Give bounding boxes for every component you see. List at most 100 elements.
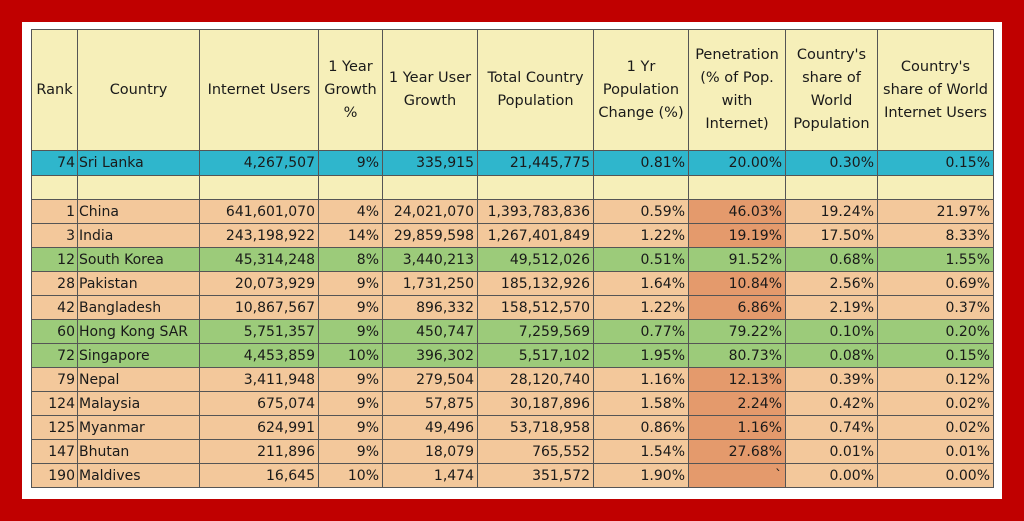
cell-world-pop-share: 2.56% [785, 271, 878, 296]
header-penetration: Penetration (% of Pop. with Internet) [688, 29, 786, 151]
table-frame: Rank Country Internet Users 1 Year Growt… [22, 22, 1002, 499]
blank-cell [318, 175, 383, 200]
cell-country: Bangladesh [77, 295, 200, 320]
cell-penetration: 2.24% [688, 391, 786, 416]
cell-penetration: 1.16% [688, 415, 786, 440]
cell-country: Singapore [77, 343, 200, 368]
cell-country: India [77, 223, 200, 248]
cell-country: South Korea [77, 247, 200, 272]
cell-country: Pakistan [77, 271, 200, 296]
cell-pop-change: 0.51% [593, 247, 689, 272]
cell-growth-pct: 9% [318, 439, 383, 464]
blank-cell [77, 175, 200, 200]
cell-pop-change: 1.16% [593, 367, 689, 392]
cell-world-users-share: 0.37% [877, 295, 994, 320]
cell-growth-pct: 8% [318, 247, 383, 272]
header-world-users-share: Country's share of World Internet Users [877, 29, 994, 151]
cell-user-growth: 396,302 [382, 343, 478, 368]
cell-pop-change: 0.86% [593, 415, 689, 440]
cell-internet-users: 10,867,567 [199, 295, 319, 320]
cell-world-users-share: 0.01% [877, 439, 994, 464]
cell-rank: 60 [31, 319, 78, 344]
highlight-row-sri-lanka: 74 Sri Lanka 4,267,507 9% 335,915 21,445… [31, 150, 994, 176]
cell-penetration: 10.84% [688, 271, 786, 296]
cell-rank: 147 [31, 439, 78, 464]
table-row: 72 Singapore 4,453,859 10% 396,302 5,517,102 1… [31, 343, 994, 368]
header-row: Rank Country Internet Users 1 Year Growt… [31, 29, 994, 151]
cell-growth-pct: 10% [318, 463, 383, 488]
cell-world-users-share: 0.20% [877, 319, 994, 344]
blank-cell [382, 175, 478, 200]
cell-pop-change: 1.58% [593, 391, 689, 416]
cell-population: 158,512,570 [477, 295, 594, 320]
cell-penetration: 20.00% [688, 150, 786, 176]
cell-user-growth: 3,440,213 [382, 247, 478, 272]
cell-growth-pct: 9% [318, 391, 383, 416]
cell-user-growth: 18,079 [382, 439, 478, 464]
cell-population: 30,187,896 [477, 391, 594, 416]
cell-rank: 3 [31, 223, 78, 248]
cell-rank: 42 [31, 295, 78, 320]
table-row: 124 Malaysia 675,074 9% 57,875 30,187,896 1.58… [31, 391, 994, 416]
cell-world-pop-share: 17.50% [785, 223, 878, 248]
blank-cell [199, 175, 319, 200]
cell-internet-users: 4,453,859 [199, 343, 319, 368]
cell-world-users-share: 0.00% [877, 463, 994, 488]
table-row: 42 Bangladesh 10,867,567 9% 896,332 158,512,5… [31, 295, 994, 320]
cell-world-users-share: 0.15% [877, 343, 994, 368]
cell-world-pop-share: 0.42% [785, 391, 878, 416]
cell-penetration: 12.13% [688, 367, 786, 392]
cell-world-pop-share: 0.00% [785, 463, 878, 488]
cell-country: Hong Kong SAR [77, 319, 200, 344]
cell-pop-change: 1.22% [593, 223, 689, 248]
cell-world-pop-share: 0.10% [785, 319, 878, 344]
cell-population: 28,120,740 [477, 367, 594, 392]
cell-world-pop-share: 0.39% [785, 367, 878, 392]
cell-country: Malaysia [77, 391, 200, 416]
cell-population: 351,572 [477, 463, 594, 488]
cell-user-growth: 335,915 [382, 150, 478, 176]
cell-penetration: 91.52% [688, 247, 786, 272]
header-internet-users: Internet Users [199, 29, 319, 151]
cell-internet-users: 4,267,507 [199, 150, 319, 176]
cell-world-users-share: 1.55% [877, 247, 994, 272]
cell-user-growth: 49,496 [382, 415, 478, 440]
cell-rank: 74 [31, 150, 78, 176]
cell-world-pop-share: 19.24% [785, 199, 878, 224]
cell-rank: 12 [31, 247, 78, 272]
cell-internet-users: 5,751,357 [199, 319, 319, 344]
cell-world-pop-share: 0.08% [785, 343, 878, 368]
cell-country: Sri Lanka [77, 150, 200, 176]
cell-user-growth: 896,332 [382, 295, 478, 320]
cell-internet-users: 641,601,070 [199, 199, 319, 224]
table-row: 125 Myanmar 624,991 9% 49,496 53,718,958 0.86%… [31, 415, 994, 440]
cell-penetration: 80.73% [688, 343, 786, 368]
cell-internet-users: 3,411,948 [199, 367, 319, 392]
table-row: 79 Nepal 3,411,948 9% 279,504 28,120,740 1.16%… [31, 367, 994, 392]
cell-growth-pct: 9% [318, 367, 383, 392]
cell-user-growth: 57,875 [382, 391, 478, 416]
cell-population: 7,259,569 [477, 319, 594, 344]
table-row: 28 Pakistan 20,073,929 9% 1,731,250 185,132,9… [31, 271, 994, 296]
cell-world-pop-share: 2.19% [785, 295, 878, 320]
cell-internet-users: 243,198,922 [199, 223, 319, 248]
cell-rank: 28 [31, 271, 78, 296]
cell-rank: 72 [31, 343, 78, 368]
cell-world-pop-share: 0.01% [785, 439, 878, 464]
cell-population: 1,393,783,836 [477, 199, 594, 224]
cell-population: 21,445,775 [477, 150, 594, 176]
cell-rank: 125 [31, 415, 78, 440]
cell-growth-pct: 9% [318, 415, 383, 440]
cell-user-growth: 279,504 [382, 367, 478, 392]
cell-penetration: 19.19% [688, 223, 786, 248]
blank-row [31, 175, 994, 200]
blank-cell [785, 175, 878, 200]
cell-penetration: 27.68% [688, 439, 786, 464]
cell-world-users-share: 0.02% [877, 415, 994, 440]
cell-world-users-share: 21.97% [877, 199, 994, 224]
blank-cell [477, 175, 594, 200]
cell-growth-pct: 9% [318, 319, 383, 344]
blank-cell [593, 175, 689, 200]
cell-rank: 1 [31, 199, 78, 224]
header-population: Total Country Population [477, 29, 594, 151]
